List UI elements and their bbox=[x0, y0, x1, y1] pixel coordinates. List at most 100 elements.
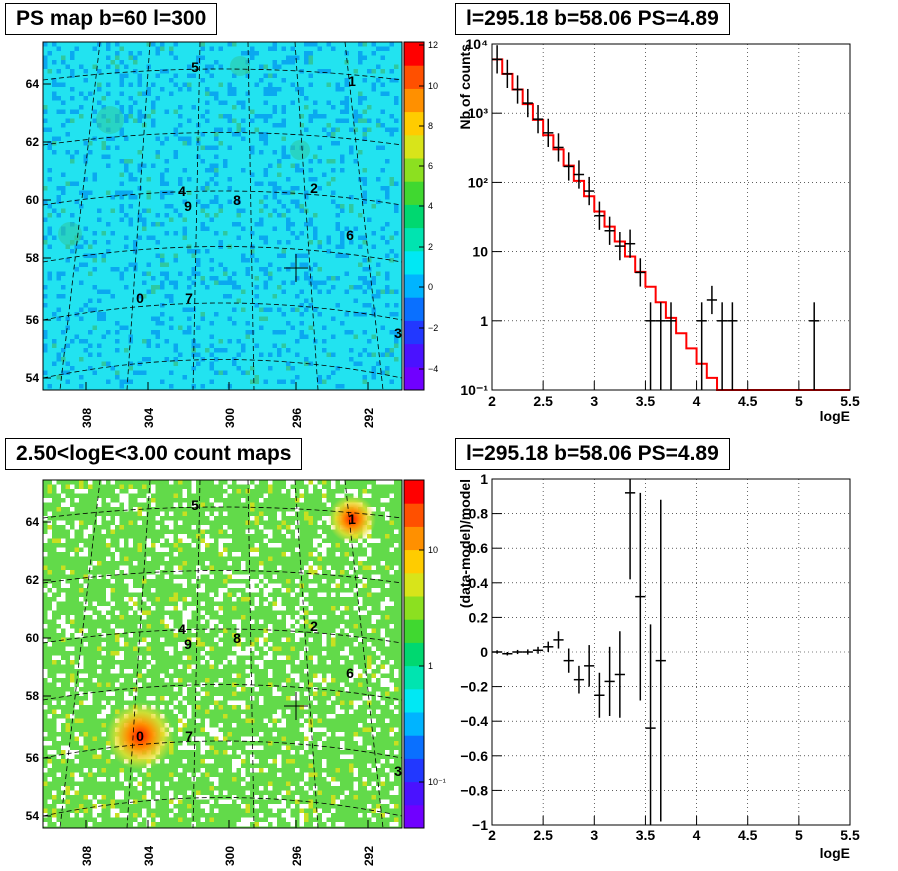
map-pixel bbox=[214, 163, 219, 168]
map-pixel bbox=[173, 606, 178, 611]
map-pixel bbox=[299, 750, 304, 755]
map-pixel bbox=[79, 91, 84, 96]
map-pixel bbox=[47, 642, 52, 647]
latitude-line bbox=[42, 628, 403, 644]
map-pixel bbox=[133, 601, 138, 606]
map-pixel bbox=[245, 588, 250, 593]
map-pixel bbox=[322, 813, 327, 818]
map-pixel bbox=[160, 177, 165, 182]
map-pixel bbox=[272, 73, 277, 78]
map-pixel bbox=[97, 516, 102, 521]
map-pixel bbox=[110, 502, 115, 507]
map-pixel bbox=[389, 732, 394, 737]
map-pixel bbox=[52, 60, 57, 65]
map-pixel bbox=[178, 768, 183, 773]
map-pixel bbox=[187, 177, 192, 182]
map-pixel bbox=[142, 339, 147, 344]
map-pixel bbox=[241, 651, 246, 656]
map-pixel bbox=[119, 91, 124, 96]
map-pixel bbox=[272, 64, 277, 69]
map-pixel bbox=[88, 700, 93, 705]
map-pixel bbox=[214, 195, 219, 200]
map-pixel bbox=[286, 267, 291, 272]
map-pixel bbox=[182, 226, 187, 231]
map-pixel bbox=[146, 790, 151, 795]
map-pixel bbox=[241, 51, 246, 56]
map-pixel bbox=[83, 262, 88, 267]
map-pixel bbox=[241, 759, 246, 764]
map-pixel bbox=[205, 718, 210, 723]
map-pixel bbox=[371, 781, 376, 786]
y-tick-label: 0.6 bbox=[469, 540, 489, 556]
map-pixel bbox=[376, 294, 381, 299]
map-pixel bbox=[70, 249, 75, 254]
map-pixel bbox=[146, 195, 151, 200]
map-pixel bbox=[47, 534, 52, 539]
map-pixel bbox=[187, 330, 192, 335]
map-pixel bbox=[128, 339, 133, 344]
map-pixel bbox=[214, 777, 219, 782]
map-pixel bbox=[335, 222, 340, 227]
map-pixel bbox=[362, 348, 367, 353]
map-pixel bbox=[281, 105, 286, 110]
map-pixel bbox=[209, 177, 214, 182]
map-pixel bbox=[101, 141, 106, 146]
map-pixel bbox=[169, 799, 174, 804]
map-pixel bbox=[335, 781, 340, 786]
map-pixel bbox=[43, 127, 48, 132]
map-pixel bbox=[367, 786, 372, 791]
map-pixel bbox=[146, 87, 151, 92]
map-pixel bbox=[173, 709, 178, 714]
map-pixel bbox=[128, 601, 133, 606]
map-pixel bbox=[101, 723, 106, 728]
map-pixel bbox=[173, 280, 178, 285]
map-pixel bbox=[358, 213, 363, 218]
map-pixel bbox=[268, 307, 273, 312]
map-pixel bbox=[214, 511, 219, 516]
map-pixel bbox=[196, 60, 201, 65]
map-pixel bbox=[142, 163, 147, 168]
map-pixel bbox=[317, 267, 322, 272]
map-pixel bbox=[295, 534, 300, 539]
map-pixel bbox=[259, 583, 264, 588]
map-pixel bbox=[349, 348, 354, 353]
map-pixel bbox=[124, 325, 129, 330]
map-pixel bbox=[317, 570, 322, 575]
map-pixel bbox=[358, 244, 363, 249]
map-pixel bbox=[376, 118, 381, 123]
map-pixel bbox=[43, 42, 48, 47]
map-pixel bbox=[254, 181, 259, 186]
map-pixel bbox=[173, 285, 178, 290]
map-pixel bbox=[232, 280, 237, 285]
map-pixel bbox=[88, 574, 93, 579]
map-pixel bbox=[254, 51, 259, 56]
map-pixel bbox=[317, 741, 322, 746]
map-pixel bbox=[349, 592, 354, 597]
map-pixel bbox=[169, 795, 174, 800]
map-pixel bbox=[376, 709, 381, 714]
map-pixel bbox=[272, 190, 277, 195]
map-pixel bbox=[164, 759, 169, 764]
map-pixel bbox=[344, 312, 349, 317]
map-pixel bbox=[385, 195, 390, 200]
map-pixel bbox=[142, 768, 147, 773]
map-pixel bbox=[56, 96, 61, 101]
map-pixel bbox=[322, 534, 327, 539]
map-pixel bbox=[385, 601, 390, 606]
map-pixel bbox=[349, 655, 354, 660]
map-pixel bbox=[272, 817, 277, 822]
map-pixel bbox=[236, 480, 241, 485]
map-pixel bbox=[88, 253, 93, 258]
map-pixel bbox=[205, 348, 210, 353]
map-pixel bbox=[286, 790, 291, 795]
map-pixel bbox=[263, 822, 268, 827]
latitude-line bbox=[42, 506, 403, 519]
map-pixel bbox=[349, 145, 354, 150]
map-pixel bbox=[349, 195, 354, 200]
map-pixel bbox=[340, 384, 345, 389]
map-pixel bbox=[106, 190, 111, 195]
map-pixel bbox=[160, 565, 165, 570]
map-excess-blob bbox=[230, 56, 250, 76]
map-pixel bbox=[146, 678, 151, 683]
map-pixel bbox=[353, 795, 358, 800]
